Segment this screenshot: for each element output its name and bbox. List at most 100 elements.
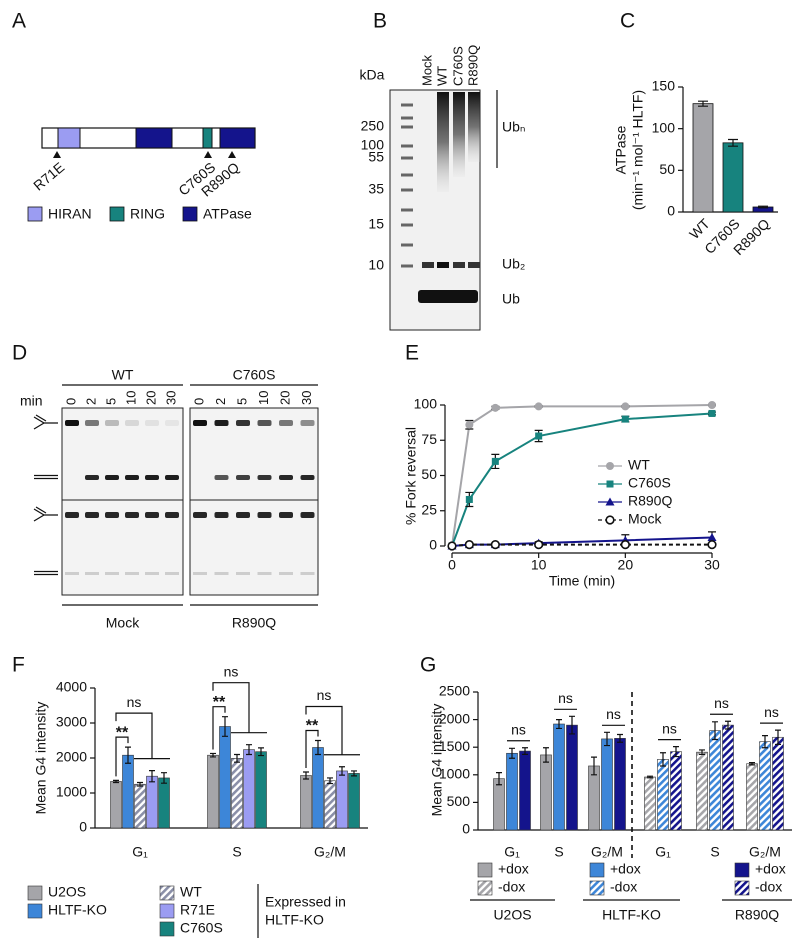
y-tick-label: 0 [429, 537, 437, 553]
band [236, 420, 250, 426]
time-label: 10 [256, 391, 271, 405]
marker [534, 539, 544, 550]
duplex-icon [34, 570, 58, 576]
error-bar [303, 771, 309, 780]
bar [696, 751, 708, 831]
y-tick-label: 100 [652, 119, 676, 135]
bracket [212, 706, 226, 750]
marker-label: 35 [368, 181, 384, 197]
y-tick-label: 0 [667, 203, 675, 219]
bar [601, 738, 613, 831]
legend-swatch [159, 903, 175, 919]
marker [447, 541, 457, 551]
error-bar [543, 747, 549, 763]
gel [189, 499, 319, 596]
legend-swatch [734, 880, 750, 896]
y-tick-label: 50 [659, 161, 675, 177]
band [145, 512, 159, 518]
y-tick-label: 2000 [56, 749, 87, 765]
domain [202, 127, 213, 149]
legend-label: +dox [498, 861, 529, 877]
legend-label: -dox [755, 879, 782, 895]
annotation: ** [213, 694, 226, 711]
band [214, 420, 229, 426]
marker [464, 539, 474, 550]
band [453, 262, 465, 268]
bracket [305, 705, 360, 756]
error-bar [762, 735, 768, 749]
error-bar [758, 205, 768, 209]
x-tick-label: S [554, 844, 563, 860]
band [105, 420, 119, 426]
bar [553, 723, 565, 831]
ladder-band [401, 223, 413, 227]
band [300, 475, 315, 480]
band [65, 420, 79, 426]
band [300, 420, 315, 426]
ladder-band [401, 116, 413, 120]
marker [621, 402, 630, 411]
annotation: ns [662, 720, 677, 736]
marker-label: 55 [368, 149, 384, 165]
bar [348, 773, 360, 829]
band [85, 475, 99, 480]
bar [336, 770, 348, 829]
legend-label: R71E [180, 902, 215, 918]
lane-label: Mock [419, 54, 434, 86]
smear [453, 92, 465, 177]
legend-label: C760S [628, 475, 671, 491]
band [236, 475, 250, 480]
bar [644, 776, 656, 831]
y-tick-label: 3000 [56, 714, 87, 730]
bar [324, 780, 336, 829]
error-bar [351, 770, 357, 777]
marker-label: 100 [361, 137, 385, 153]
y-tick-label: 0 [462, 821, 470, 837]
marker [534, 402, 543, 411]
bar [243, 749, 255, 829]
ladder-band [401, 188, 413, 192]
band [236, 512, 250, 518]
bracket [115, 712, 170, 760]
x-tick-label: S [232, 844, 241, 860]
panel-label: C [620, 10, 635, 33]
legend-label: C760S [180, 920, 223, 936]
y-tick-label: 150 [652, 78, 676, 94]
band [125, 420, 139, 426]
legend-label: -dox [610, 879, 637, 895]
legend-marker [606, 462, 614, 470]
legend-label: -dox [498, 879, 525, 895]
error-bar [315, 739, 321, 756]
y-axis-label: Mean G4 intensity [429, 704, 445, 817]
error-bar [647, 775, 653, 779]
legend-swatch [159, 885, 175, 901]
legend-label: HIRAN [48, 206, 92, 222]
fork-icon [33, 506, 58, 522]
marker-label: 250 [361, 118, 385, 134]
ladder-band [401, 125, 413, 129]
bar [207, 754, 219, 829]
error-bar [728, 138, 738, 147]
error-bar [125, 746, 131, 764]
band [214, 572, 229, 575]
error-bar [149, 770, 155, 783]
marker [621, 415, 629, 423]
time-label: 2 [213, 398, 228, 405]
lane-label: R890Q [465, 45, 480, 86]
legend-label: U2OS [48, 884, 86, 900]
time-label: 20 [143, 391, 158, 405]
bar [772, 736, 784, 831]
legend-label: WT [180, 884, 202, 900]
band [125, 572, 139, 575]
group-label: R890Q [232, 615, 276, 631]
annotation: ** [116, 724, 129, 741]
legend-marker [605, 497, 615, 506]
band [125, 512, 139, 518]
bar [158, 777, 170, 829]
bar [709, 730, 721, 831]
band [165, 512, 179, 518]
legend-label: ATPase [203, 206, 252, 222]
band [105, 572, 119, 575]
legend-group: R890Q [735, 907, 779, 923]
